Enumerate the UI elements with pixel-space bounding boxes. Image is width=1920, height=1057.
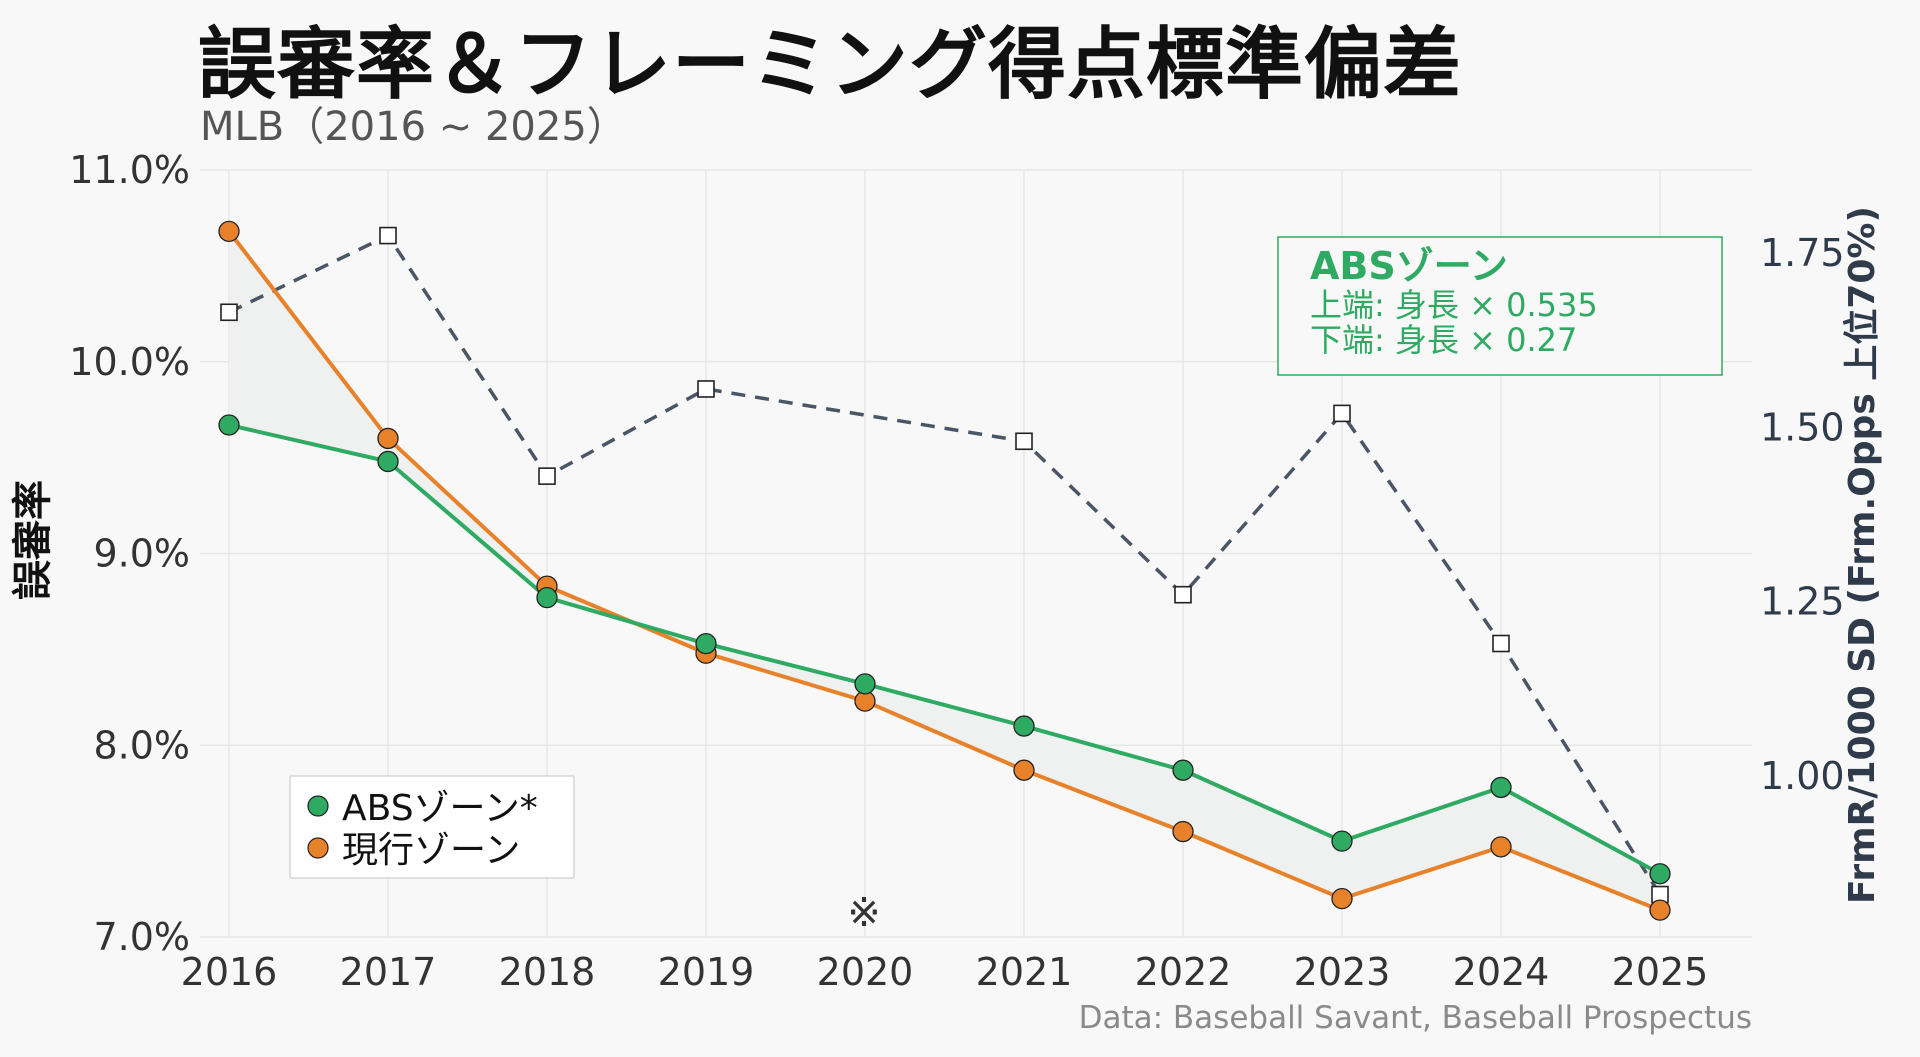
current-zone-point [1013, 759, 1035, 781]
legend-label-abs: ABSゾーン* [342, 788, 538, 829]
frmr-point [220, 303, 238, 322]
frmr-point [379, 226, 397, 245]
current-zone-point [1331, 888, 1353, 910]
abs-zone-point [854, 673, 876, 695]
current-zone-point [1490, 836, 1512, 858]
y-tick-label: 7.0% [93, 915, 190, 959]
legend-label-current: 現行ゾーン [342, 830, 520, 871]
abs-zone-point [1331, 830, 1353, 852]
x-tick-label: 2020 [817, 950, 914, 994]
annotation-lower: 下端: 身長 × 0.27 [1310, 321, 1577, 359]
abs-zone-point [1490, 776, 1512, 799]
x-tick-label: 2024 [1453, 950, 1550, 994]
current-zone-point [1172, 820, 1194, 843]
current-zone-point [1649, 899, 1671, 921]
abs-zone-annotation: ABSゾーン 上端: 身長 × 0.535 下端: 身長 × 0.27 [1277, 236, 1723, 376]
y-tick-label: 9.0% [93, 532, 190, 576]
abs-zone-point [218, 414, 240, 436]
y2-tick-label: 1.00 [1760, 754, 1845, 798]
y2-tick-label: 1.25 [1760, 580, 1845, 624]
annotation-box [1277, 236, 1723, 376]
series-line-layer [227, 230, 1661, 913]
frmr-point [1492, 634, 1510, 653]
x-tick-label: 2023 [1294, 950, 1391, 994]
note-mark-2020: ※ [847, 890, 881, 936]
y-tick-label: 8.0% [93, 723, 190, 767]
abs-zone-point [1172, 759, 1194, 781]
abs-zone-line [228, 423, 1661, 876]
x-tick-label: 2022 [1135, 950, 1232, 994]
abs-zone-point [536, 586, 558, 609]
data-source: Data: Baseball Savant, Baseball Prospect… [1078, 1000, 1752, 1036]
annotation-upper: 上端: 身長 × 0.535 [1310, 286, 1598, 324]
gap-fill-area [229, 231, 1660, 911]
x-tick-label: 2021 [976, 950, 1073, 994]
abs-zone-point [1649, 863, 1671, 885]
legend-box [289, 775, 575, 879]
frmr-point [697, 380, 715, 398]
y-tick-label: 10.0% [69, 340, 190, 384]
current-zone-line [227, 230, 1661, 913]
frmr-point [1333, 404, 1351, 423]
y2-tick-label: 1.75 [1760, 231, 1845, 275]
axis-layer: 7.0% 8.0% 9.0% 10.0% 11.0% 2016 2017 2018 2019 20… [69, 148, 1844, 994]
x-tick-label: 2018 [499, 950, 596, 994]
legend-marker-abs [307, 795, 329, 817]
legend-marker-current [307, 837, 329, 859]
abs-zone-point [695, 632, 717, 655]
frmr-point [1174, 585, 1192, 604]
x-tick-label: 2025 [1612, 950, 1709, 994]
frmr-point [538, 467, 556, 485]
y-tick-label: 11.0% [69, 148, 190, 192]
gap-fill-layer [229, 231, 1660, 911]
frmr-point [1015, 432, 1033, 451]
x-tick-label: 2019 [658, 950, 755, 994]
current-zone-point [218, 220, 240, 243]
y-axis-label: 誤審率 [10, 480, 56, 600]
chart-subtitle: MLB（2016 ~ 2025） [200, 104, 627, 150]
legend: ABSゾーン* 現行ゾーン [289, 775, 575, 879]
x-tick-label: 2016 [181, 950, 278, 994]
series-point-layer [218, 220, 1671, 921]
annotation-title: ABSゾーン [1310, 244, 1508, 288]
current-zone-point [377, 427, 399, 450]
chart-title: 誤審率＆フレーミング得点標準偏差 [198, 20, 1463, 110]
y2-tick-label: 1.50 [1760, 405, 1845, 449]
x-tick-label: 2017 [340, 950, 437, 994]
y2-axis-label: FrmR/1000 SD (Frm.Opps 上位70%) [1842, 206, 1883, 904]
abs-zone-point [377, 450, 399, 473]
abs-zone-point [1013, 715, 1035, 737]
